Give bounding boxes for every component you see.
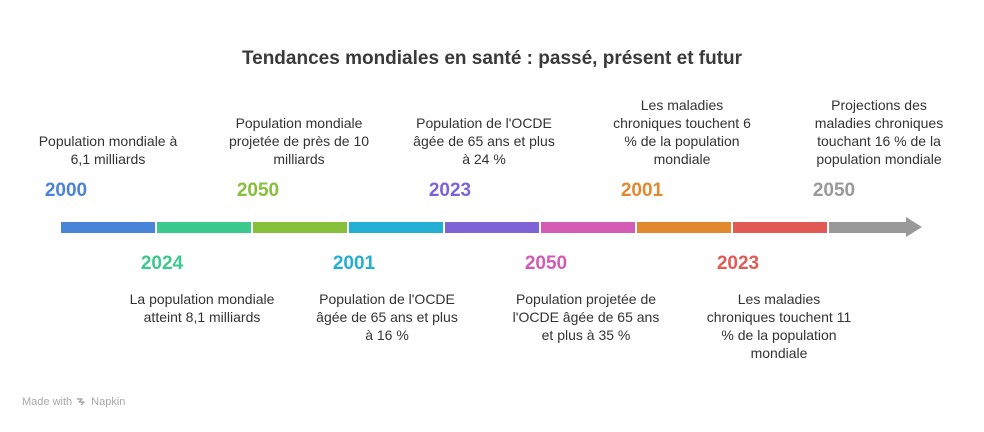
timeline-segment-8 (733, 222, 827, 233)
event-5-description: Population de l'OCDE âgée de 65 ans et p… (413, 115, 555, 167)
timeline-segment-9 (829, 222, 908, 233)
timeline-segment-6 (541, 222, 635, 233)
timeline-segment-7 (637, 222, 731, 233)
event-7-year: 2001 (620, 180, 664, 201)
timeline-segment-1 (61, 222, 155, 233)
event-2-description: La population mondiale atteint 8,1 milli… (129, 291, 275, 325)
event-8-year: 2023 (716, 253, 760, 274)
timeline-segment-3 (253, 222, 347, 233)
event-9-year: 2050 (812, 180, 856, 201)
event-1-description: Population mondiale à 6,1 milliards (38, 133, 178, 167)
event-1-year: 2000 (44, 180, 88, 201)
event-8-description: Les maladies chroniques touchent 11 % de… (706, 291, 852, 361)
event-5-year: 2023 (428, 180, 472, 201)
made-with-label: Made with (22, 396, 73, 408)
event-4-year: 2001 (332, 253, 376, 274)
event-3-year: 2050 (236, 180, 280, 201)
timeline-arrow-head (906, 217, 922, 237)
event-9-description: Projections des maladies chroniques touc… (814, 97, 944, 167)
timeline-segment-4 (349, 222, 443, 233)
napkin-brand-label: Napkin (91, 396, 126, 408)
event-6-description: Population projetée de l'OCDE âgée de 65… (512, 291, 660, 343)
event-6-year: 2050 (524, 253, 568, 274)
event-4-description: Population de l'OCDE âgée de 65 ans et p… (316, 291, 458, 343)
diagram-title: Tendances mondiales en santé : passé, pr… (241, 48, 743, 69)
event-3-description: Population mondiale projetée de près de … (228, 115, 370, 167)
event-7-description: Les maladies chroniques touchent 6 % de … (613, 97, 751, 167)
made-with-napkin-footer: Made with Napkin (22, 396, 125, 408)
timeline-segment-5 (445, 222, 539, 233)
napkin-logo-icon (76, 397, 87, 407)
event-2-year: 2024 (140, 253, 184, 274)
timeline-segment-2 (157, 222, 251, 233)
